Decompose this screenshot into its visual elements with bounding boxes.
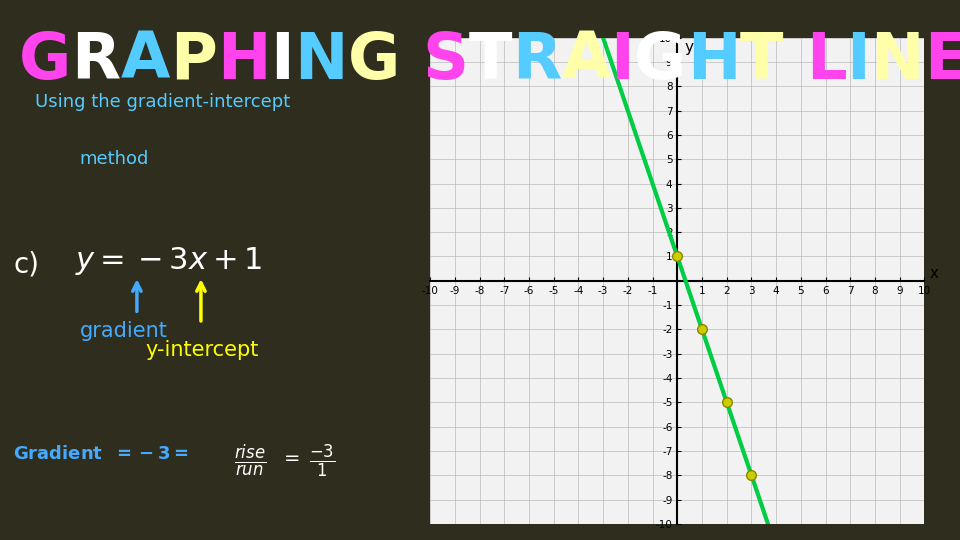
Text: T: T [468, 30, 512, 92]
Text: Using the gradient-intercept: Using the gradient-intercept [36, 93, 291, 111]
Text: G: G [635, 30, 686, 92]
Text: y: y [684, 40, 694, 55]
Text: P: P [170, 30, 217, 92]
Text: c): c) [13, 250, 39, 278]
Text: y-intercept: y-intercept [146, 340, 259, 360]
Text: I: I [611, 30, 635, 92]
Text: L: L [806, 30, 847, 92]
Text: $\frac{-3}{1}$: $\frac{-3}{1}$ [309, 443, 335, 480]
Text: I: I [847, 30, 871, 92]
Text: N: N [295, 30, 348, 92]
Text: A: A [562, 30, 611, 92]
Text: T: T [740, 30, 783, 92]
Text: H: H [686, 30, 740, 92]
Text: R: R [72, 30, 121, 92]
Text: gradient: gradient [80, 321, 167, 341]
Text: H: H [217, 30, 271, 92]
Text: E: E [924, 30, 960, 92]
Text: x: x [929, 266, 939, 281]
Text: R: R [512, 30, 562, 92]
Text: $y = -3x + 1$: $y = -3x + 1$ [75, 245, 262, 278]
Text: A: A [121, 30, 170, 92]
Text: $=$: $=$ [280, 447, 300, 467]
Text: $\bf{Gradient}$$\bf{\ \ = -3 =}$: $\bf{Gradient}$$\bf{\ \ = -3 =}$ [13, 445, 189, 463]
Text: G: G [348, 30, 400, 92]
Text: $\frac{\mathit{rise}}{\mathit{run}}$: $\frac{\mathit{rise}}{\mathit{run}}$ [234, 443, 266, 478]
Text: N: N [871, 30, 924, 92]
Text: I: I [271, 30, 295, 92]
Text: method: method [80, 150, 149, 168]
Text: G: G [19, 30, 72, 92]
Text: S: S [422, 30, 468, 92]
